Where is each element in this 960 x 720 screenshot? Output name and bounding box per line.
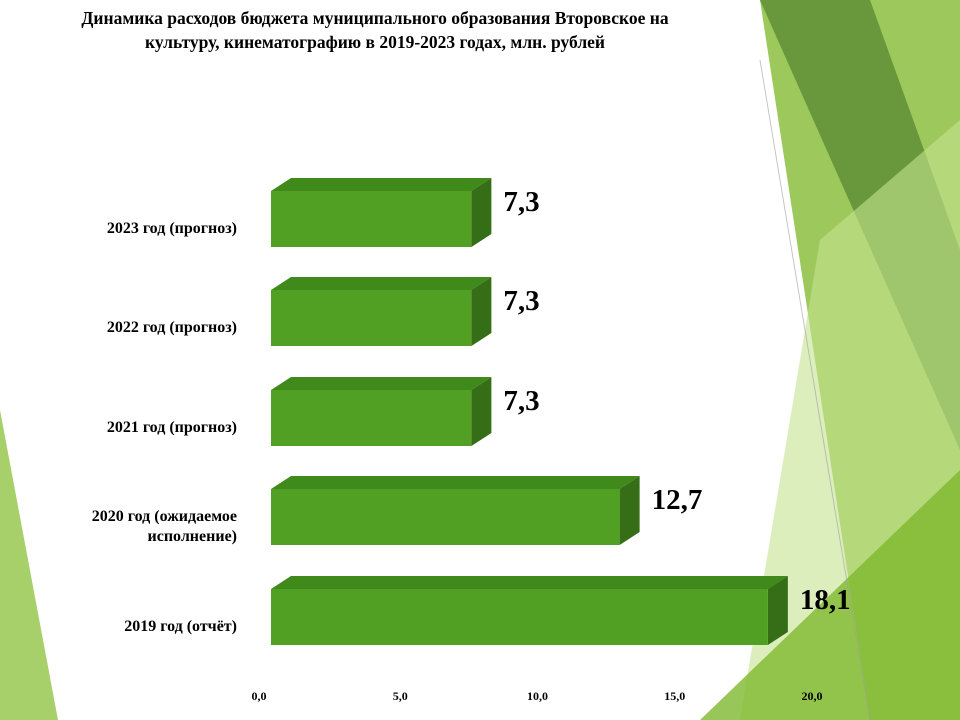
category-label: 2019 год (отчёт) <box>124 618 237 635</box>
bar <box>271 290 472 346</box>
category-label: 2021 год (прогноз) <box>107 419 237 436</box>
bar <box>271 589 768 645</box>
page-title: Динамика расходов бюджета муниципального… <box>0 6 750 54</box>
bar-side-face <box>767 576 788 645</box>
bar-top-face <box>271 377 492 390</box>
data-label: 7,3 <box>503 186 539 218</box>
bar-top-face <box>271 476 640 489</box>
bar-side-face <box>471 277 492 346</box>
category-label: 2020 год (ожидаемое исполнение) <box>92 508 237 545</box>
data-label: 7,3 <box>503 285 539 317</box>
x-tick-label: 5,0 <box>393 689 408 703</box>
x-tick-label: 15,0 <box>664 689 685 703</box>
bar-top-face <box>271 277 492 290</box>
bar <box>271 191 472 247</box>
bar <box>271 489 620 545</box>
deco-left-green-wedge <box>0 410 58 720</box>
x-tick-label: 10,0 <box>527 689 548 703</box>
x-tick-label: 0,0 <box>252 689 267 703</box>
deco-bottom-shard <box>700 470 960 720</box>
title-line-1: Динамика расходов бюджета муниципального… <box>81 8 669 28</box>
bar-side-face <box>619 476 640 545</box>
data-label: 18,1 <box>800 584 851 616</box>
data-label: 12,7 <box>652 484 703 516</box>
category-label: 2023 год (прогноз) <box>107 220 237 237</box>
bar-top-face <box>271 576 788 589</box>
data-label: 7,3 <box>503 385 539 417</box>
bar-side-face <box>471 377 492 446</box>
category-label: 2022 год (прогноз) <box>107 319 237 336</box>
bar <box>271 390 472 446</box>
x-tick-label: 20,0 <box>802 689 823 703</box>
deco-thin-line <box>759 59 871 720</box>
bar-top-face <box>271 178 492 191</box>
title-line-2: культуру, кинематографию в 2019-2023 год… <box>145 32 605 52</box>
bar-side-face <box>471 178 492 247</box>
